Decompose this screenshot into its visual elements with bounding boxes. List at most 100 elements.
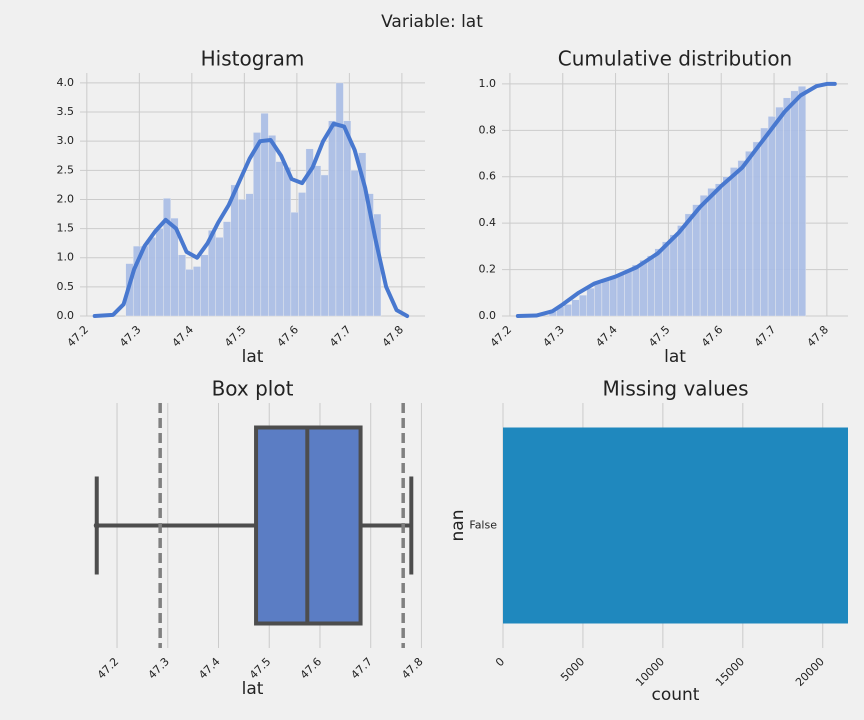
x-tick-label: 47.7 [348, 655, 375, 682]
panel-title: Histogram [201, 47, 305, 71]
histogram-bar [335, 82, 344, 317]
y-tick-label: 1.0 [479, 77, 497, 90]
x-tick-label: 47.4 [170, 323, 197, 350]
histogram-bar [669, 234, 678, 317]
histogram-bar [245, 193, 254, 317]
x-tick-label: 47.6 [298, 655, 325, 682]
y-tick-label: 0.4 [479, 216, 497, 229]
x-tick-label: 10000 [633, 655, 667, 689]
x-tick-label: 47.5 [247, 655, 274, 682]
histogram-bar [290, 212, 299, 317]
y-tick-label: 0.0 [479, 309, 497, 322]
histogram-bar [767, 116, 776, 317]
y-tick-label: 2.0 [57, 192, 75, 205]
panel-title: Missing values [603, 377, 749, 401]
bar [503, 427, 848, 624]
histogram-bar [155, 228, 164, 317]
y-tick-label: 2.5 [57, 163, 75, 176]
histogram-bar [677, 225, 686, 317]
density-line [92, 121, 410, 318]
histogram-bar [215, 237, 224, 317]
x-tick-label: 20000 [793, 655, 827, 689]
histogram-bar [594, 283, 603, 317]
y-tick-label: 3.0 [57, 134, 75, 147]
x-tick-label: 47.2 [65, 323, 92, 350]
x-tick-label: 47.6 [699, 323, 726, 350]
x-axis-label: lat [242, 347, 264, 367]
x-tick-label: 0 [493, 655, 507, 669]
panel-title: Cumulative distribution [558, 47, 792, 71]
histogram-bar [647, 255, 655, 317]
histogram-bar [260, 113, 269, 317]
y-tick-label: 4.0 [57, 76, 75, 89]
x-tick-label: 47.2 [488, 323, 515, 350]
y-tick-label: 0.0 [57, 309, 75, 322]
y-tick-label: 0.5 [57, 280, 75, 293]
histogram-bar [275, 161, 284, 317]
x-tick-label: 47.7 [327, 323, 354, 350]
histogram-bar [616, 274, 625, 317]
x-tick-label: 47.3 [540, 323, 567, 350]
x-tick-label: 47.7 [752, 323, 779, 350]
histogram-bar [752, 141, 761, 317]
histogram-bar [692, 204, 701, 317]
x-tick-label: 47.8 [399, 655, 426, 682]
histogram-bar [283, 167, 292, 317]
y-axis-label: nan [448, 510, 468, 542]
histogram-bar [230, 184, 239, 317]
histogram-bar [631, 264, 640, 317]
histogram-bar [654, 248, 663, 317]
histogram-bar [609, 276, 618, 317]
histogram-bar [798, 86, 807, 317]
histogram-bar [699, 195, 708, 317]
histogram-bar [601, 278, 610, 317]
histogram-bar [350, 170, 359, 317]
histogram-bar [722, 176, 731, 317]
y-tick-label: 0.8 [479, 123, 497, 136]
y-tick-label: 0.6 [479, 170, 497, 183]
y-tick-label: 1.5 [57, 222, 75, 235]
histogram-bar [737, 160, 746, 317]
y-tick-label: 3.5 [57, 105, 75, 118]
x-tick-label: 47.5 [222, 323, 249, 350]
x-tick-label: 47.6 [275, 323, 302, 350]
histogram-bar [760, 127, 769, 317]
histogram-bar [268, 135, 277, 317]
histogram-bar [313, 165, 322, 317]
histogram-bar [178, 254, 186, 317]
min-point [93, 522, 100, 529]
x-tick-label: 47.4 [196, 655, 223, 682]
histogram-bar [775, 106, 784, 317]
y-tick-label: 1.0 [57, 251, 75, 264]
histogram-bar [163, 198, 171, 317]
density-line [515, 81, 837, 318]
x-tick-label: 47.5 [646, 323, 673, 350]
histogram-bar [238, 199, 247, 317]
histogram-bar [193, 266, 201, 317]
histogram-bar [223, 221, 232, 317]
x-axis-label: lat [664, 347, 686, 367]
x-axis-label: lat [242, 679, 264, 699]
histogram-bar [579, 294, 587, 317]
histogram-bar [563, 304, 572, 317]
x-tick-label: 5000 [558, 655, 587, 684]
histogram-bar [730, 167, 739, 317]
histogram-bar [148, 237, 156, 317]
histogram-bar [571, 299, 580, 317]
histogram-bar [320, 174, 329, 317]
y-tick-label: 0.2 [479, 263, 497, 276]
histogram-bar [586, 287, 595, 317]
histogram-bar [253, 132, 262, 317]
x-tick-label: 47.2 [95, 655, 122, 682]
histogram-bar [790, 90, 799, 317]
x-tick-label: 47.8 [380, 323, 407, 350]
x-tick-label: 47.4 [593, 323, 620, 350]
histogram-bar [662, 241, 671, 317]
histogram-bar [639, 260, 648, 317]
y-tick-label: False [469, 519, 497, 532]
x-tick-label: 47.3 [145, 655, 172, 682]
histogram-bar [707, 188, 716, 317]
figure-title: Variable: lat [381, 12, 483, 32]
